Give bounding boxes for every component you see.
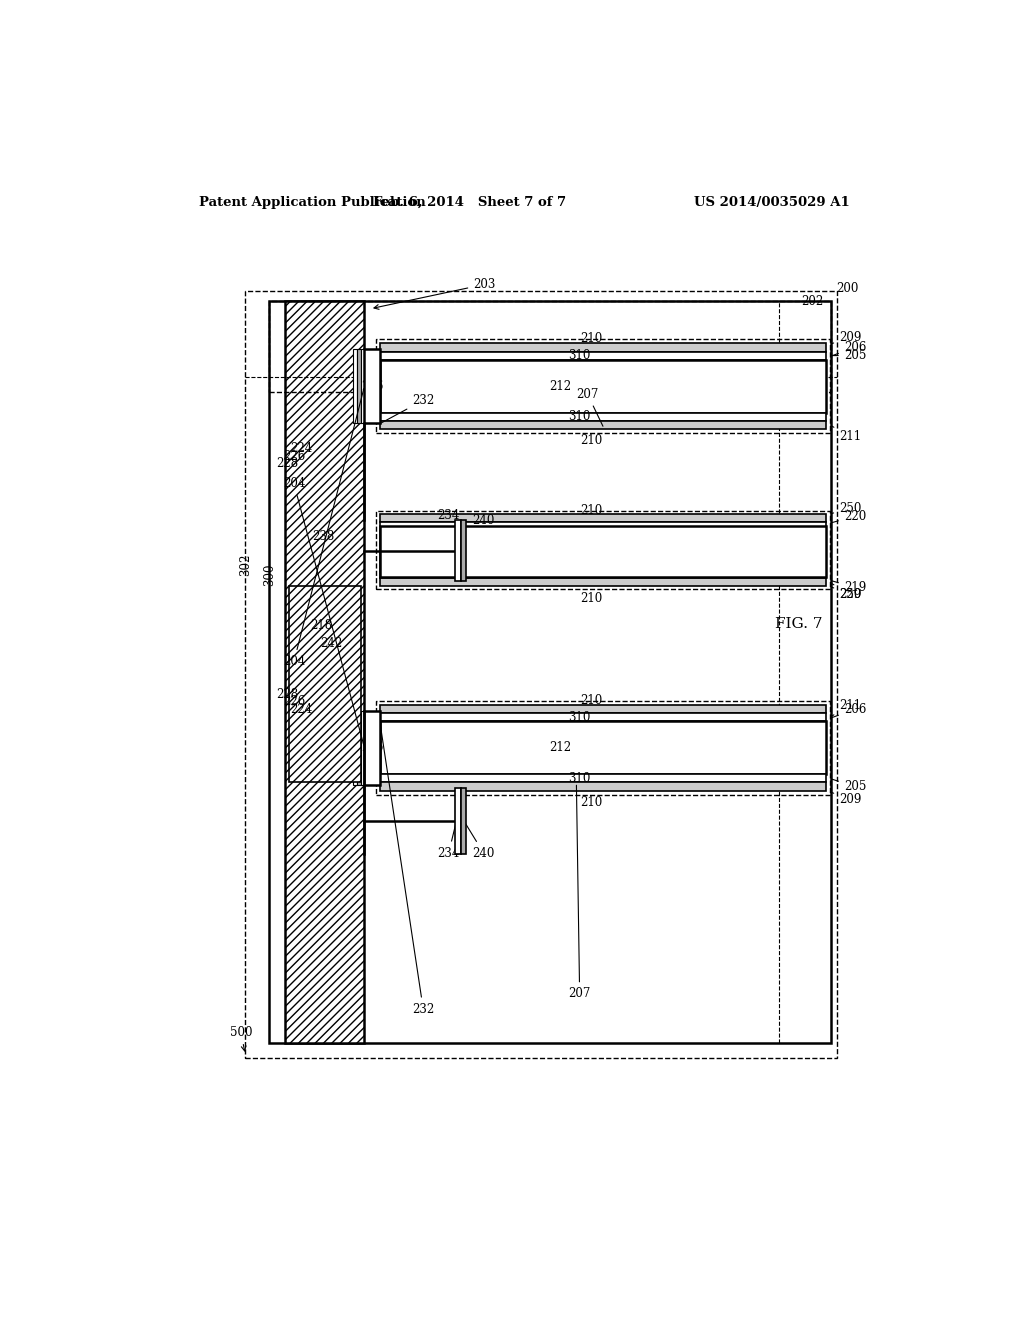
Bar (380, 527, 826, 577)
Text: 210: 210 (581, 591, 602, 605)
Bar (377, 511, 830, 589)
Text: 228: 228 (276, 688, 299, 701)
Bar (380, 359, 826, 412)
Text: 204: 204 (283, 477, 364, 746)
Bar (356, 350, 360, 422)
Bar (269, 301, 831, 392)
Text: 500: 500 (229, 1026, 252, 1051)
Text: 205: 205 (833, 779, 866, 793)
Text: 221: 221 (612, 554, 634, 566)
Text: 224: 224 (291, 442, 313, 454)
Bar (380, 578, 826, 586)
Text: 236: 236 (361, 380, 384, 392)
Bar (455, 788, 461, 854)
Text: 211: 211 (831, 698, 861, 715)
Bar (380, 523, 826, 578)
Text: 209: 209 (833, 792, 861, 807)
Bar (461, 788, 466, 854)
Text: 218: 218 (310, 619, 333, 632)
Text: 250: 250 (833, 502, 861, 515)
Text: Feb. 6, 2014   Sheet 7 of 7: Feb. 6, 2014 Sheet 7 of 7 (373, 195, 566, 209)
Bar (380, 421, 826, 429)
Text: 226: 226 (283, 694, 305, 708)
Text: 210: 210 (581, 693, 602, 706)
Bar (356, 711, 360, 784)
Text: 226: 226 (283, 450, 305, 463)
Text: 300: 300 (263, 564, 275, 586)
Text: 230: 230 (589, 545, 611, 558)
Text: 210: 210 (581, 434, 602, 447)
Bar (360, 350, 365, 422)
Text: 200: 200 (836, 281, 858, 294)
Bar (360, 711, 365, 784)
Text: 202: 202 (801, 294, 823, 308)
Bar (377, 701, 830, 795)
Text: 302: 302 (239, 554, 252, 576)
Bar (380, 722, 826, 775)
Text: 310: 310 (568, 348, 591, 362)
Text: 210: 210 (581, 331, 602, 345)
Bar (377, 339, 830, 433)
Bar (380, 705, 826, 713)
Text: 232: 232 (379, 711, 434, 1015)
Bar (352, 711, 356, 784)
Bar (461, 520, 466, 581)
Bar (246, 290, 837, 1057)
Text: 242: 242 (321, 636, 342, 649)
Text: 210: 210 (581, 503, 602, 516)
Text: 238: 238 (312, 531, 334, 543)
Text: Patent Application Publication: Patent Application Publication (200, 195, 426, 209)
Bar (365, 711, 380, 784)
Text: 204: 204 (283, 389, 364, 668)
Text: 236: 236 (361, 742, 384, 755)
Bar (289, 586, 360, 783)
Bar (380, 351, 826, 359)
Text: 220: 220 (833, 510, 866, 523)
Bar (380, 783, 826, 791)
Text: 206: 206 (833, 702, 866, 718)
Text: 205: 205 (833, 348, 866, 362)
Bar (352, 350, 356, 422)
Text: 228: 228 (276, 457, 299, 470)
Text: 203: 203 (374, 279, 496, 309)
Text: 310: 310 (568, 411, 591, 424)
Bar (455, 520, 461, 581)
Text: 207: 207 (577, 388, 603, 426)
Text: 210: 210 (581, 796, 602, 809)
Text: 240: 240 (465, 822, 495, 859)
Bar (380, 343, 826, 351)
Text: 224: 224 (291, 702, 313, 715)
Text: 310: 310 (568, 711, 591, 723)
Text: 211: 211 (831, 426, 861, 444)
Text: FIG. 7: FIG. 7 (775, 616, 822, 631)
Bar (285, 301, 365, 1043)
Text: 310: 310 (568, 772, 591, 785)
Bar (380, 775, 826, 783)
Bar (380, 412, 826, 421)
Text: 209: 209 (833, 331, 861, 343)
Text: 229: 229 (831, 583, 861, 601)
Text: 219: 219 (833, 581, 866, 594)
Text: 222: 222 (585, 539, 606, 552)
Bar (365, 350, 380, 422)
Text: 250: 250 (833, 587, 861, 601)
Text: 212: 212 (550, 742, 571, 755)
Text: 240: 240 (465, 513, 495, 548)
Text: 232: 232 (381, 393, 434, 424)
Text: 234: 234 (437, 824, 460, 859)
Text: 206: 206 (833, 341, 866, 355)
Bar (380, 515, 826, 523)
Bar (380, 713, 826, 722)
Text: 207: 207 (568, 785, 591, 1001)
Bar (269, 301, 831, 1043)
Text: 234: 234 (437, 508, 460, 539)
Text: US 2014/0035029 A1: US 2014/0035029 A1 (694, 195, 850, 209)
Text: 212: 212 (550, 380, 571, 392)
